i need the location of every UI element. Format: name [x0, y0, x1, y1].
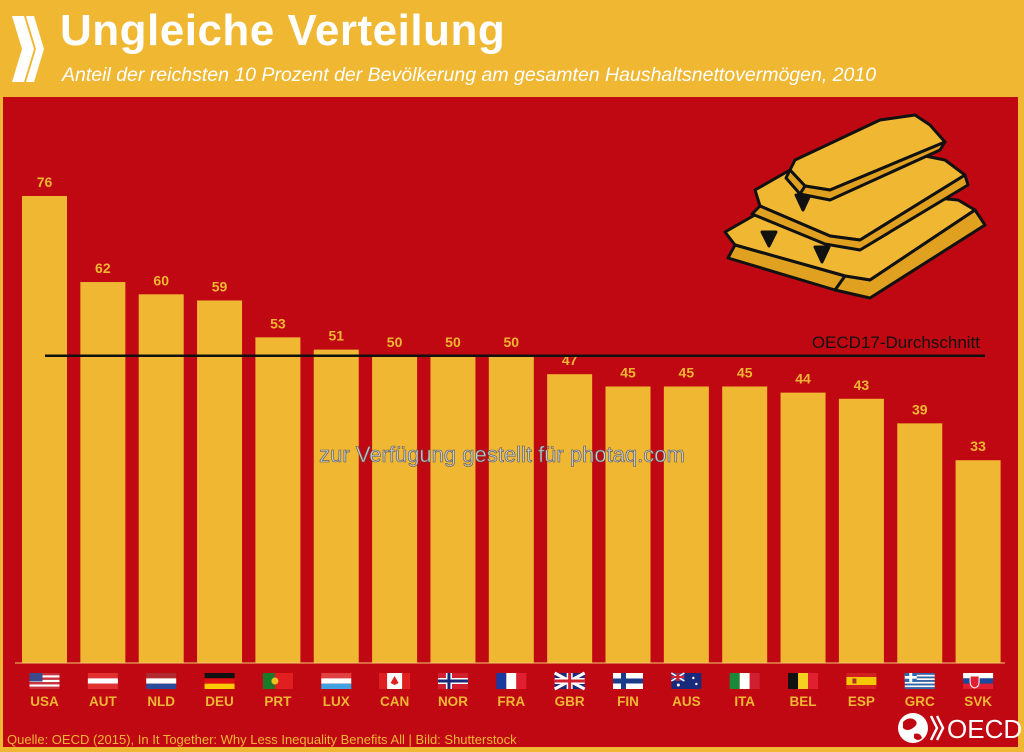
- at-flag: [87, 673, 118, 689]
- de-flag: [204, 673, 235, 689]
- data-label-usa: 76: [37, 174, 53, 190]
- data-label-grc: 39: [912, 401, 928, 417]
- category-label-bel: BEL: [790, 694, 817, 709]
- average-line-label: OECD17-Durchschnitt: [812, 333, 980, 352]
- bar-grc: [897, 423, 943, 663]
- category-label-can: CAN: [380, 694, 409, 709]
- category-label-fra: FRA: [497, 694, 525, 709]
- no-flag: [437, 673, 468, 689]
- bar-esp: [838, 398, 884, 663]
- bar-nld: [138, 294, 184, 663]
- data-label-aus: 45: [679, 364, 695, 380]
- watermark: zur Verfügung gestellt für photaq.com: [319, 442, 685, 467]
- data-label-nor: 50: [445, 334, 461, 350]
- gr-flag: [904, 673, 935, 689]
- data-label-lux: 51: [328, 328, 344, 344]
- gb-flag: [553, 671, 586, 691]
- fr-flag: [496, 673, 527, 689]
- es-flag: [846, 673, 877, 689]
- ca-flag: [379, 673, 410, 689]
- bar-bel: [780, 392, 826, 663]
- category-label-grc: GRC: [905, 694, 935, 709]
- bar-nor: [430, 355, 476, 663]
- source-note: Quelle: OECD (2015), In It Together: Why…: [7, 732, 517, 747]
- category-label-ita: ITA: [734, 694, 755, 709]
- category-label-svk: SVK: [964, 694, 992, 709]
- header: Ungleiche Verteilung Anteil der reichste…: [0, 0, 1024, 97]
- bar-deu: [197, 300, 243, 663]
- fi-flag: [613, 673, 643, 689]
- data-label-svk: 33: [970, 438, 986, 454]
- category-label-nor: NOR: [438, 694, 468, 709]
- sk-flag: [963, 673, 994, 689]
- oecd-logo-text: OECD: [947, 714, 1022, 744]
- category-label-esp: ESP: [848, 694, 875, 709]
- data-label-prt: 53: [270, 315, 286, 331]
- bar-usa: [22, 196, 67, 663]
- bar-lux: [313, 349, 359, 663]
- it-flag: [729, 673, 760, 689]
- bar-prt: [255, 337, 301, 663]
- category-label-lux: LUX: [323, 694, 350, 709]
- lu-flag: [321, 673, 352, 689]
- bar-ita: [722, 386, 768, 663]
- category-label-gbr: GBR: [555, 694, 585, 709]
- bar-can: [372, 355, 418, 663]
- bar-aus: [663, 386, 709, 663]
- data-label-deu: 59: [212, 278, 228, 294]
- category-label-fin: FIN: [617, 694, 639, 709]
- data-label-can: 50: [387, 334, 403, 350]
- pt-flag: [262, 673, 293, 689]
- category-label-nld: NLD: [147, 694, 175, 709]
- oecd-chevron-icon: [12, 16, 44, 82]
- category-label-usa: USA: [30, 694, 59, 709]
- category-label-aut: AUT: [89, 694, 117, 709]
- data-label-fin: 45: [620, 364, 636, 380]
- page-title: Ungleiche Verteilung: [60, 6, 506, 55]
- data-label-fra: 50: [504, 334, 520, 350]
- category-label-aus: AUS: [672, 694, 701, 709]
- gold-bars-icon: [723, 113, 987, 300]
- data-label-aut: 62: [95, 260, 111, 276]
- data-label-esp: 43: [854, 377, 870, 393]
- data-label-bel: 44: [795, 371, 811, 387]
- oecd-logo: OECD: [898, 713, 1022, 744]
- be-flag: [788, 673, 819, 689]
- data-label-nld: 60: [153, 272, 169, 288]
- category-label-prt: PRT: [264, 694, 292, 709]
- bar-fra: [488, 355, 534, 663]
- category-label-deu: DEU: [205, 694, 234, 709]
- nl-flag: [146, 673, 177, 689]
- au-flag: [670, 672, 702, 689]
- bar-aut: [80, 282, 126, 663]
- bar-svk: [955, 460, 1001, 663]
- bar-fin: [605, 386, 651, 663]
- us-flag: [29, 673, 60, 689]
- bar-gbr: [547, 374, 593, 663]
- data-label-ita: 45: [737, 364, 753, 380]
- page-subtitle: Anteil der reichsten 10 Prozent der Bevö…: [62, 64, 877, 86]
